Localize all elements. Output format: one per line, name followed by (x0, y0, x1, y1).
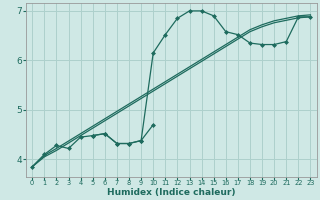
X-axis label: Humidex (Indice chaleur): Humidex (Indice chaleur) (107, 188, 236, 197)
